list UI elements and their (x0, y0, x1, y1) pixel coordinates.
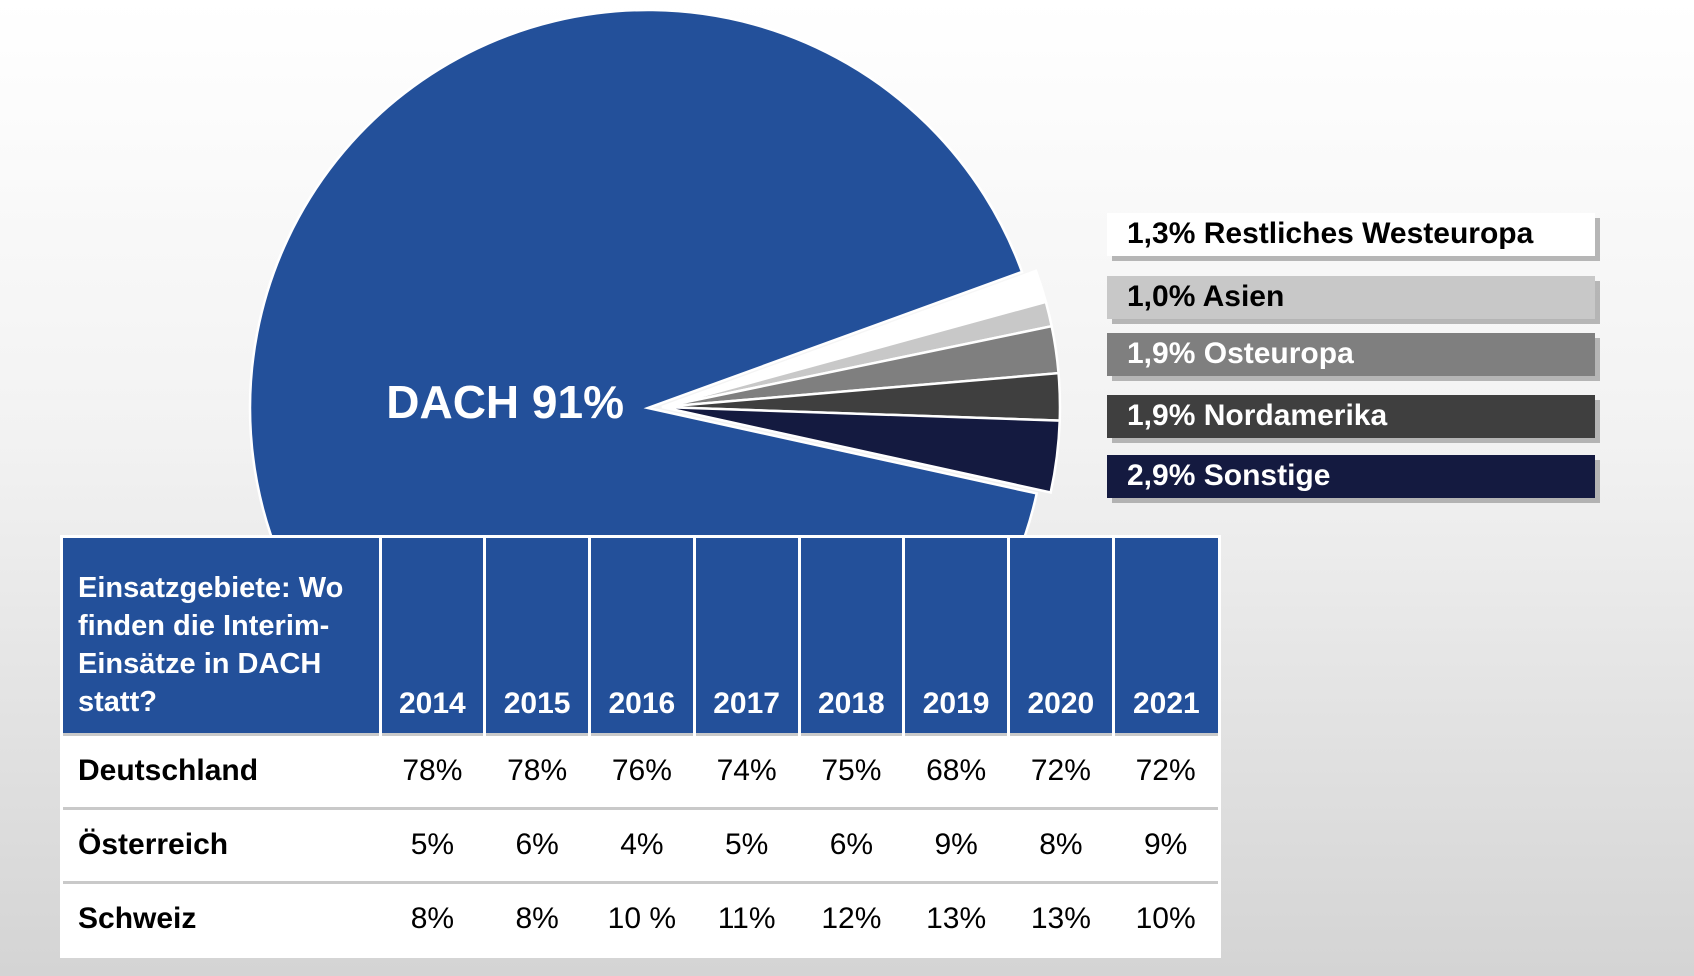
table-cell: 4% (589, 806, 695, 882)
header-cell: Einsatzgebiete: Wo finden die Interim-Ei… (63, 538, 380, 734)
table-cell: 9% (903, 806, 1009, 882)
table-cell: 78% (380, 732, 485, 808)
table-cell: 6% (799, 806, 904, 882)
table-cell: 74% (694, 732, 799, 808)
header-cell: 2016 (588, 538, 695, 734)
table-cell: 9% (1113, 806, 1218, 882)
header-cell: 2017 (692, 538, 799, 734)
value-label: 1,0% (1127, 280, 1195, 313)
category-label: Sonstige (1204, 459, 1331, 492)
slice-label: DACH 91% (386, 376, 624, 428)
table-cell: 72% (1008, 732, 1114, 808)
data-table: Einsatzgebiete: Wo finden die Interim-Ei… (63, 538, 1218, 955)
value-label: 1,3% (1127, 217, 1195, 250)
header-cell: 2014 (378, 538, 485, 734)
table-cell: 13% (1008, 880, 1114, 955)
value-label: 1,9% (1127, 399, 1195, 432)
table-cell: Deutschland (63, 732, 380, 808)
legend-box (1107, 455, 1595, 498)
table-cell: 76% (589, 732, 695, 808)
table-cell: 78% (484, 732, 590, 808)
table-cell: 12% (799, 880, 904, 955)
legend-box (1107, 395, 1595, 438)
table-cell: 5% (694, 806, 799, 882)
value-label: 91% (532, 376, 624, 428)
table-row: Schweiz 8% 8% 10 % 11% 12% 13% 13% 10% (63, 880, 1218, 955)
table-row: Österreich 5% 6% 4% 5% 6% 9% 8% 9% (63, 806, 1218, 882)
category-label: DACH (386, 376, 519, 428)
table-row: Deutschland 78% 78% 76% 74% 75% 68% 72% 72% (63, 732, 1218, 808)
table-cell: 13% (903, 880, 1009, 955)
table-cell: 5% (380, 806, 485, 882)
legend-label: 1,9% Osteuropa (1127, 337, 1354, 370)
header-cell: 2018 (797, 538, 904, 734)
header-row: Einsatzgebiete: Wo finden die Interim-Ei… (63, 538, 1218, 734)
category-label: Osteuropa (1204, 337, 1354, 370)
legend-box (1107, 213, 1595, 256)
legend-box (1107, 276, 1595, 319)
value-label: 1,9% (1127, 337, 1195, 370)
table-cell: 8% (484, 880, 590, 955)
category-label: Asien (1203, 280, 1285, 313)
table-cell: 8% (1008, 806, 1114, 882)
header-cell: 2020 (1007, 538, 1114, 734)
pie-slice (661, 405, 1062, 494)
legend-box (1107, 333, 1595, 376)
table-cell: Österreich (63, 806, 380, 882)
table-cell: 72% (1113, 732, 1218, 808)
legend-label: 1,3% Restliches Westeuropa (1127, 217, 1534, 250)
category-label: Restliches Westeuropa (1204, 217, 1534, 250)
table-cell: 11% (694, 880, 799, 955)
header-cell: 2019 (902, 538, 1009, 734)
table-cell: 10 % (589, 880, 695, 955)
value-label: 2,9% (1127, 459, 1195, 492)
table-cell: 68% (903, 732, 1009, 808)
table-cell: Schweiz (63, 880, 380, 955)
legend-label: 2,9% Sonstige (1127, 459, 1330, 492)
header-cell: 2021 (1111, 538, 1218, 734)
legend-label: 1,9% Nordamerika (1127, 399, 1387, 432)
legend-label: 1,0% Asien (1127, 280, 1284, 313)
table-cell: 8% (380, 880, 485, 955)
table-cell: 75% (799, 732, 904, 808)
table-cell: 10% (1113, 880, 1218, 955)
header-cell: 2015 (483, 538, 590, 734)
category-label: Nordamerika (1204, 399, 1388, 432)
table-cell: 6% (484, 806, 590, 882)
